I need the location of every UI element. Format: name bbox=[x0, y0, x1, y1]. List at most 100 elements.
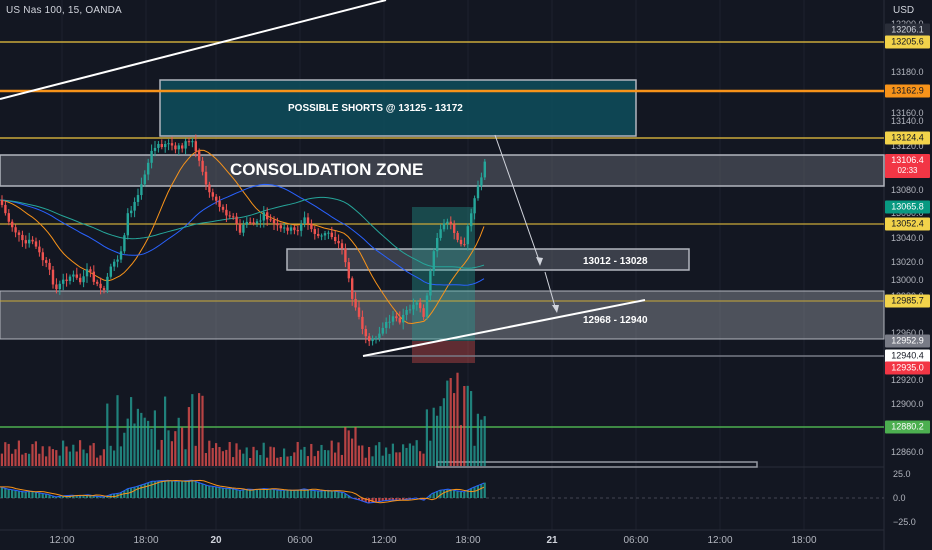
candle-body bbox=[364, 328, 367, 337]
volume-bar bbox=[470, 391, 473, 466]
price-tag-value: 12940.4 bbox=[891, 350, 924, 361]
oscillator-bar bbox=[361, 498, 364, 502]
volume-bar bbox=[150, 428, 153, 466]
oscillator-bar bbox=[167, 480, 170, 498]
consolidation-zone-box[interactable] bbox=[0, 154, 885, 187]
oscillator-bar bbox=[136, 486, 139, 498]
volume-bar bbox=[116, 395, 119, 466]
oscillator-bar bbox=[330, 491, 333, 498]
volume-bar bbox=[398, 452, 401, 466]
volume-bar bbox=[58, 455, 61, 466]
volume-bar bbox=[140, 412, 143, 466]
candle-body bbox=[245, 221, 248, 225]
range-label-13012: 13012 - 13028 bbox=[583, 256, 648, 267]
oscillator-bar bbox=[215, 486, 218, 498]
oscillator-bar bbox=[0, 487, 4, 498]
oscillator-axis-tick: 25.0 bbox=[893, 469, 911, 479]
time-axis-tick: 20 bbox=[210, 535, 222, 546]
oscillator-bar bbox=[364, 498, 367, 503]
oscillator-bar bbox=[211, 486, 214, 498]
oscillator-bar bbox=[354, 498, 357, 499]
oscillator-bar bbox=[7, 489, 10, 498]
shorts-zone-box[interactable] bbox=[159, 79, 637, 137]
volume-bar bbox=[225, 449, 228, 466]
candle-body bbox=[306, 217, 310, 224]
volume-bar bbox=[412, 445, 415, 466]
oscillator-bar bbox=[24, 491, 27, 498]
oscillator-bar bbox=[446, 489, 449, 498]
candle-body bbox=[374, 337, 378, 339]
volume-bar bbox=[442, 398, 445, 466]
volume-bar bbox=[300, 449, 303, 466]
price-axis-tick: 13080.0 bbox=[891, 185, 924, 195]
oscillator-bar bbox=[181, 481, 184, 498]
oscillator-bar bbox=[378, 498, 381, 502]
price-tag-value: 13065.8 bbox=[891, 201, 924, 212]
volume-bar bbox=[99, 455, 102, 466]
volume-bar bbox=[354, 426, 357, 466]
position-loss-box[interactable] bbox=[412, 341, 475, 363]
volume-bar bbox=[279, 456, 282, 466]
candle-body bbox=[51, 269, 55, 285]
oscillator-bar bbox=[374, 498, 377, 503]
volume-bar bbox=[85, 453, 88, 466]
candle-body bbox=[126, 213, 129, 236]
oscillator-bar bbox=[102, 496, 105, 498]
candle-body bbox=[41, 252, 44, 261]
candle-body bbox=[439, 229, 442, 238]
oscillator-bar bbox=[170, 480, 173, 498]
price-tag-value: 13206.1 bbox=[891, 24, 924, 35]
candle-body bbox=[143, 174, 146, 185]
price-axis-tick: 13160.0 bbox=[891, 108, 924, 118]
candle-body bbox=[170, 143, 174, 146]
volume-bar bbox=[480, 419, 483, 466]
support-zone-box[interactable] bbox=[0, 290, 885, 340]
candle-body bbox=[310, 223, 313, 230]
oscillator-bar bbox=[204, 485, 207, 498]
oscillator-bar bbox=[228, 488, 231, 498]
candle-body bbox=[480, 177, 483, 186]
candle-body bbox=[402, 314, 405, 323]
volume-bar bbox=[218, 447, 221, 466]
oscillator-bar bbox=[289, 489, 292, 498]
candle-body bbox=[466, 226, 469, 245]
candle-body bbox=[436, 237, 439, 252]
oscillator-bar bbox=[453, 490, 456, 498]
oscillator-bar bbox=[113, 493, 116, 498]
volume-bar bbox=[453, 393, 456, 466]
oscillator-bar bbox=[252, 489, 255, 498]
candle-body bbox=[113, 261, 116, 267]
oscillator-bar bbox=[45, 493, 48, 498]
volume-bar bbox=[170, 441, 173, 466]
volume-bar bbox=[340, 454, 343, 466]
range-box-13012[interactable] bbox=[286, 248, 690, 271]
price-tag: 12935.0 bbox=[885, 361, 930, 375]
candle-body bbox=[255, 221, 259, 224]
oscillator-bar bbox=[473, 486, 476, 498]
time-axis-tick: 18:00 bbox=[133, 535, 159, 546]
currency-label[interactable]: USD bbox=[893, 5, 915, 16]
candle-body bbox=[177, 145, 180, 150]
candle-body bbox=[249, 221, 252, 223]
oscillator-bar bbox=[96, 496, 99, 498]
candle-body bbox=[405, 310, 408, 315]
shorts-zone-label: POSSIBLE SHORTS @ 13125 - 13172 bbox=[288, 103, 463, 114]
oscillator-bar bbox=[303, 488, 306, 498]
oscillator-bar bbox=[296, 490, 299, 498]
candle-body bbox=[296, 230, 299, 232]
oscillator-bar bbox=[21, 491, 24, 498]
candle-body bbox=[31, 239, 34, 242]
oscillator-bar bbox=[463, 491, 466, 498]
volume-bar bbox=[198, 393, 201, 466]
volume-bar bbox=[0, 453, 4, 466]
symbol-label[interactable]: US Nas 100, 15, OANDA bbox=[6, 5, 122, 16]
volume-bar bbox=[262, 442, 265, 466]
volume-bar bbox=[374, 445, 377, 466]
volume-bar bbox=[473, 445, 476, 466]
volume-bar bbox=[45, 456, 48, 466]
candle-body bbox=[157, 144, 160, 148]
volume-bar bbox=[313, 456, 316, 466]
volume-bar bbox=[177, 417, 180, 466]
volume-bar bbox=[28, 453, 31, 466]
